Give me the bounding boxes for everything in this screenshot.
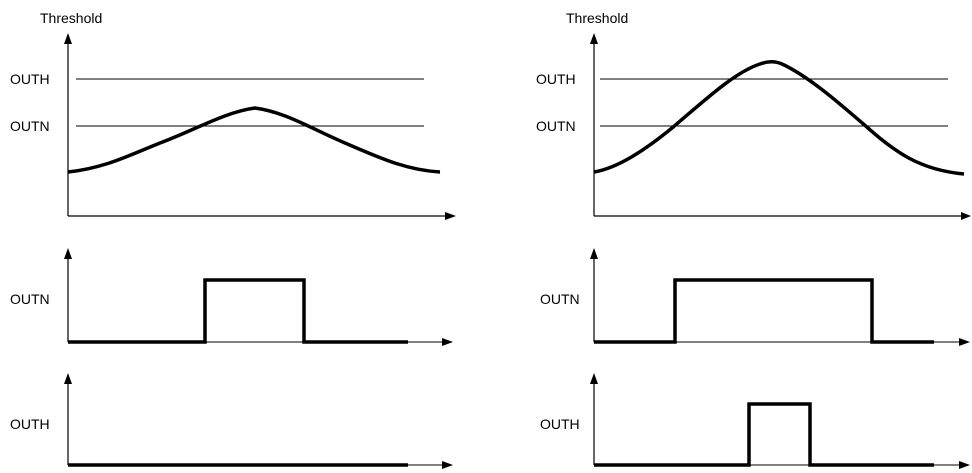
right-top-x-arrow [961,212,971,220]
left-bot-y-arrow [64,373,72,384]
right-mid-x-arrow [959,338,970,346]
right-outh-output-plot: OUTH [540,373,970,469]
left-outh-output-label: OUTH [10,416,50,432]
right-outn-pulse [594,278,934,344]
left-top-y-arrow [64,33,72,44]
right-outn-threshold-label: OUTN [536,118,576,134]
right-threshold-plot: Threshold OUTH OUTN [536,10,971,220]
right-outh-output-label: OUTH [540,416,580,432]
right-outh-pulse [594,402,934,467]
right-bot-x-arrow [959,461,970,469]
right-mid-y-arrow [590,248,598,259]
right-threshold-title: Threshold [566,10,628,26]
left-outn-output-label: OUTN [10,291,50,307]
left-panel: Threshold OUTH OUTN OUTN OUTH [10,10,456,469]
right-outh-threshold-label: OUTH [536,71,576,87]
right-panel: Threshold OUTH OUTN OUTN OUTH [536,10,971,469]
left-threshold-plot: Threshold OUTH OUTN [10,10,456,220]
left-outn-output-plot: OUTN [10,248,453,346]
right-top-y-arrow [590,33,598,44]
left-outn-pulse [68,278,408,344]
left-top-x-arrow [445,212,456,220]
right-outn-output-label: OUTN [540,291,580,307]
left-mid-x-arrow [442,338,453,346]
left-mid-y-arrow [64,248,72,259]
left-outh-threshold-label: OUTH [10,71,50,87]
right-outn-output-plot: OUTN [540,248,970,346]
right-bot-y-arrow [590,373,598,384]
left-outh-output-plot: OUTH [10,373,453,469]
left-bot-x-arrow [442,461,453,469]
left-threshold-title: Threshold [40,10,102,26]
left-outn-threshold-label: OUTN [10,118,50,134]
right-input-signal-curve [593,60,965,176]
left-input-signal-curve [67,106,441,174]
